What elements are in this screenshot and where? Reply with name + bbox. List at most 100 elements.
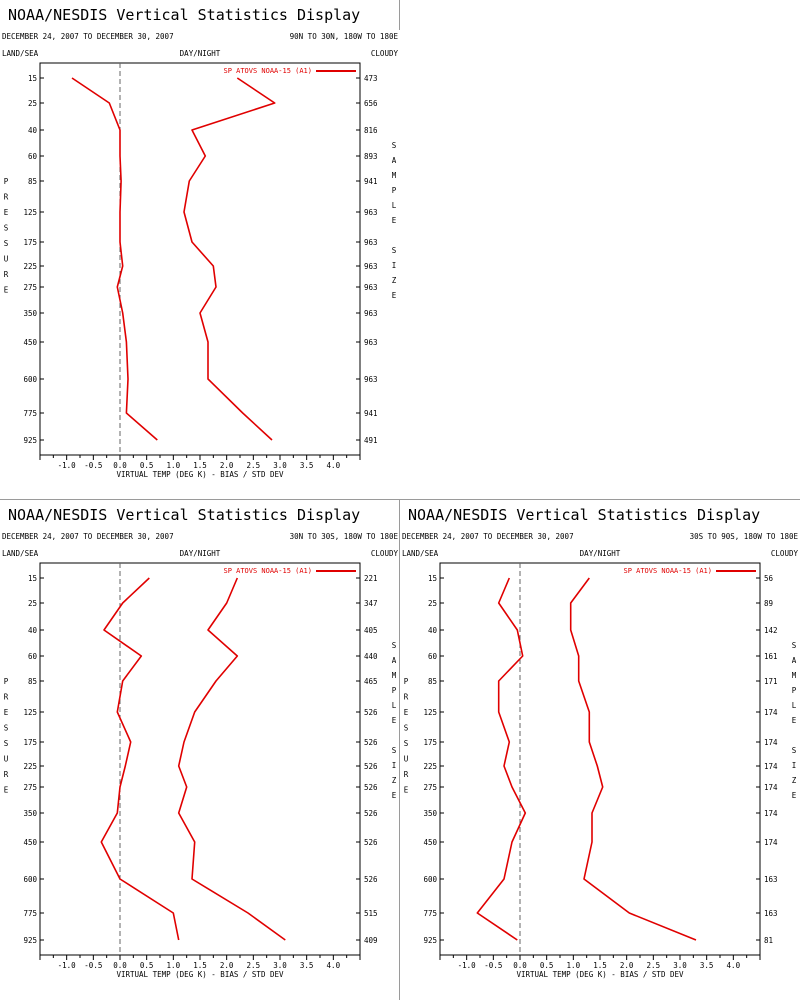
right-axis-label-letter: E — [792, 791, 797, 800]
legend-label: SP ATOVS NOAA-15 (A1) — [623, 567, 712, 575]
sample-size-label: 161 — [764, 652, 778, 661]
pressure-level-label: 85 — [28, 677, 37, 686]
right-axis-label-letter: P — [392, 186, 397, 195]
sample-size-label: 941 — [364, 177, 378, 186]
y-axis-label-letter: R — [4, 193, 9, 202]
y-axis-label-letter: R — [4, 770, 9, 779]
pressure-level-label: 925 — [423, 936, 437, 945]
x-tick-label: 2.0 — [620, 961, 634, 970]
sample-size-label: 963 — [364, 262, 378, 271]
right-axis-label-letter: M — [392, 671, 397, 680]
right-axis-label-letter: I — [792, 761, 797, 770]
y-axis-label-letter: S — [404, 739, 409, 748]
pressure-level-label: 600 — [423, 875, 437, 884]
pressure-level-label: 225 — [23, 762, 37, 771]
chart-panel-2: NOAA/NESDIS Vertical Statistics Display D… — [2, 506, 398, 979]
y-axis-label-letter: E — [4, 208, 9, 217]
y-axis-label-letter: R — [404, 693, 409, 702]
right-axis-label-letter: P — [792, 686, 797, 695]
x-axis-label: VIRTUAL TEMP (DEG K) - BIAS / STD DEV — [116, 470, 284, 479]
top-divider-stub — [399, 0, 400, 30]
pressure-level-label: 40 — [28, 126, 38, 135]
pressure-level-label: 15 — [28, 574, 37, 583]
plot-frame — [39, 62, 361, 456]
y-axis-label-letter: P — [4, 677, 9, 686]
sample-size-label: 491 — [364, 436, 378, 445]
pressure-level-label: 60 — [28, 652, 38, 661]
chart-panel-3: NOAA/NESDIS Vertical Statistics Display D… — [402, 506, 798, 979]
sample-size-label: 56 — [764, 574, 774, 583]
series-line-bias — [100, 577, 180, 941]
x-tick-label: 1.5 — [193, 961, 207, 970]
pressure-level-label: 85 — [28, 177, 37, 186]
plot-frame — [39, 562, 361, 956]
sample-size-label: 526 — [364, 809, 378, 818]
right-axis-label-letter: Z — [392, 776, 397, 785]
right-axis-label-letter: E — [392, 791, 397, 800]
pressure-level-label: 450 — [423, 838, 437, 847]
x-tick-label: -0.5 — [484, 961, 502, 970]
pressure-level-label: 775 — [23, 909, 37, 918]
chart-title: NOAA/NESDIS Vertical Statistics Display — [8, 506, 360, 524]
right-axis-label-letter: A — [792, 656, 797, 665]
y-axis-label-letter: E — [4, 286, 9, 295]
vertical-divider — [399, 500, 400, 1000]
right-axis-label-letter: I — [392, 261, 397, 270]
sample-size-label: 526 — [364, 708, 378, 717]
series-line-std-dev — [183, 77, 276, 441]
pressure-level-label: 225 — [23, 262, 37, 271]
pressure-level-label: 15 — [428, 574, 437, 583]
y-axis-label-letter: P — [4, 177, 9, 186]
pressure-level-label: 15 — [28, 74, 37, 83]
right-axis-label-letter: E — [392, 216, 397, 225]
x-tick-label: 1.0 — [167, 961, 181, 970]
sample-size-label: 963 — [364, 338, 378, 347]
right-axis-label-letter: S — [392, 141, 397, 150]
date-range: DECEMBER 24, 2007 TO DECEMBER 30, 2007 — [402, 532, 574, 541]
x-tick-label: 2.5 — [247, 461, 261, 470]
region-label: 30N TO 30S, 180W TO 180E — [290, 532, 399, 541]
y-axis-label-letter: S — [4, 224, 9, 233]
x-tick-label: 4.0 — [327, 461, 341, 470]
sample-size-label: 963 — [364, 283, 378, 292]
sample-size-label: 893 — [364, 152, 378, 161]
sample-size-label: 347 — [364, 599, 378, 608]
sample-size-label: 81 — [764, 936, 773, 945]
pressure-level-label: 600 — [23, 375, 37, 384]
y-axis-label-letter: S — [404, 724, 409, 733]
y-axis-label-letter: E — [4, 708, 9, 717]
sample-size-label: 174 — [764, 809, 778, 818]
pressure-level-label: 25 — [28, 99, 37, 108]
sample-size-label: 174 — [764, 708, 778, 717]
y-axis-label-letter: R — [4, 270, 9, 279]
land-sea-label: LAND/SEA — [402, 549, 439, 558]
pressure-level-label: 60 — [28, 152, 38, 161]
right-axis-label-letter: S — [392, 246, 397, 255]
series-line-std-dev — [177, 577, 286, 941]
x-tick-label: 1.5 — [593, 961, 607, 970]
right-axis-label-letter: E — [392, 291, 397, 300]
pressure-level-label: 925 — [23, 436, 37, 445]
cloudy-label: CLOUDY — [371, 549, 399, 558]
sample-size-label: 142 — [764, 626, 778, 635]
x-tick-label: -1.0 — [458, 961, 477, 970]
pressure-level-label: 350 — [23, 809, 37, 818]
chart-title: NOAA/NESDIS Vertical Statistics Display — [408, 506, 760, 524]
x-axis-label: VIRTUAL TEMP (DEG K) - BIAS / STD DEV — [116, 970, 284, 979]
y-axis-label-letter: S — [4, 739, 9, 748]
y-axis-label-letter: E — [4, 786, 9, 795]
sample-size-label: 656 — [364, 99, 378, 108]
right-axis-label-letter: S — [792, 641, 797, 650]
sample-size-label: 409 — [364, 936, 378, 945]
pressure-level-label: 175 — [23, 238, 37, 247]
right-axis-label-letter: L — [792, 701, 797, 710]
sample-size-label: 465 — [364, 677, 378, 686]
x-tick-label: 0.5 — [140, 961, 154, 970]
sample-size-label: 515 — [364, 909, 378, 918]
pressure-level-label: 350 — [423, 809, 437, 818]
pressure-level-label: 275 — [423, 783, 437, 792]
sample-size-label: 526 — [364, 875, 378, 884]
right-axis-label-letter: S — [392, 746, 397, 755]
x-tick-label: 0.0 — [113, 461, 127, 470]
